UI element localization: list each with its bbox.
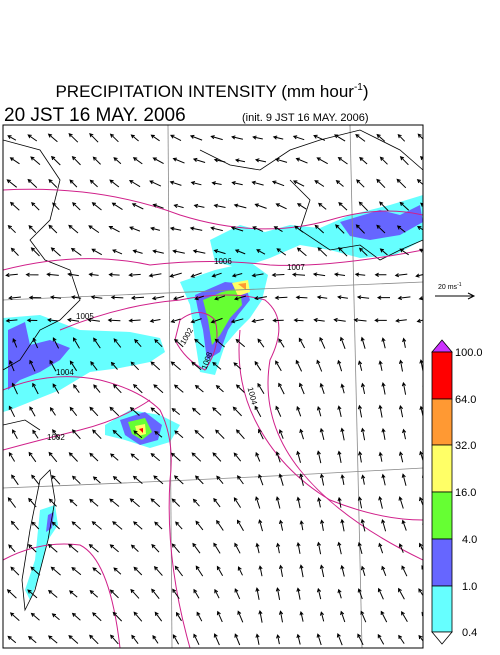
title-text: PRECIPITATION INTENSITY (mm hour	[55, 82, 354, 101]
colorbar-label: 1.0	[462, 581, 477, 593]
colorbar-segment	[431, 351, 453, 400]
colorbar-labels: 100.0 64.0 32.0 16.0 4.0 1.0 0.4	[455, 347, 483, 639]
colorbar-label: 64.0	[455, 394, 476, 406]
isobars	[3, 188, 423, 648]
precipitation	[3, 195, 423, 600]
isobar-label: 1002	[178, 326, 195, 346]
wind-scale-label: 20 ms-1	[438, 282, 462, 291]
colorbar-label: 100.0	[455, 347, 483, 359]
wind-scale-arrow	[435, 292, 476, 300]
wind-scale-text: 20 ms	[438, 284, 458, 291]
isobar-label: 1002	[47, 433, 65, 442]
colorbar-label: 0.4	[462, 627, 477, 639]
colorbar-segment	[431, 585, 453, 633]
colorbar-segment	[431, 491, 453, 540]
colorbar	[431, 339, 453, 645]
colorbar-segment	[431, 444, 453, 493]
colorbar-cap	[431, 631, 453, 645]
wind-scale-superscript: -1	[457, 282, 462, 288]
wind-scale: 20 ms-1	[435, 282, 476, 300]
isobar-label: 1006	[214, 257, 232, 266]
init-time: (init. 9 JST 16 MAY. 2006)	[242, 112, 369, 124]
colorbar-segment	[431, 538, 453, 587]
colorbar-label: 4.0	[462, 534, 477, 546]
colorbar-cap	[431, 339, 453, 353]
isobar-label: 1004	[56, 368, 74, 377]
title-closing: )	[363, 82, 369, 101]
valid-time: 20 JST 16 MAY. 2006	[4, 105, 186, 126]
colorbar-label: 32.0	[455, 440, 476, 452]
map-area	[3, 125, 423, 648]
coastlines	[3, 129, 423, 612]
isobar-label: 1005	[76, 312, 94, 321]
map-frame	[2, 124, 424, 649]
title-superscript: -1	[354, 82, 363, 93]
colorbar-segment	[431, 398, 453, 446]
isobar-label: 1007	[287, 263, 305, 272]
map-title: PRECIPITATION INTENSITY (mm hour-1)	[55, 82, 368, 101]
colorbar-label: 16.0	[455, 487, 476, 499]
wind-vectors	[5, 133, 423, 646]
